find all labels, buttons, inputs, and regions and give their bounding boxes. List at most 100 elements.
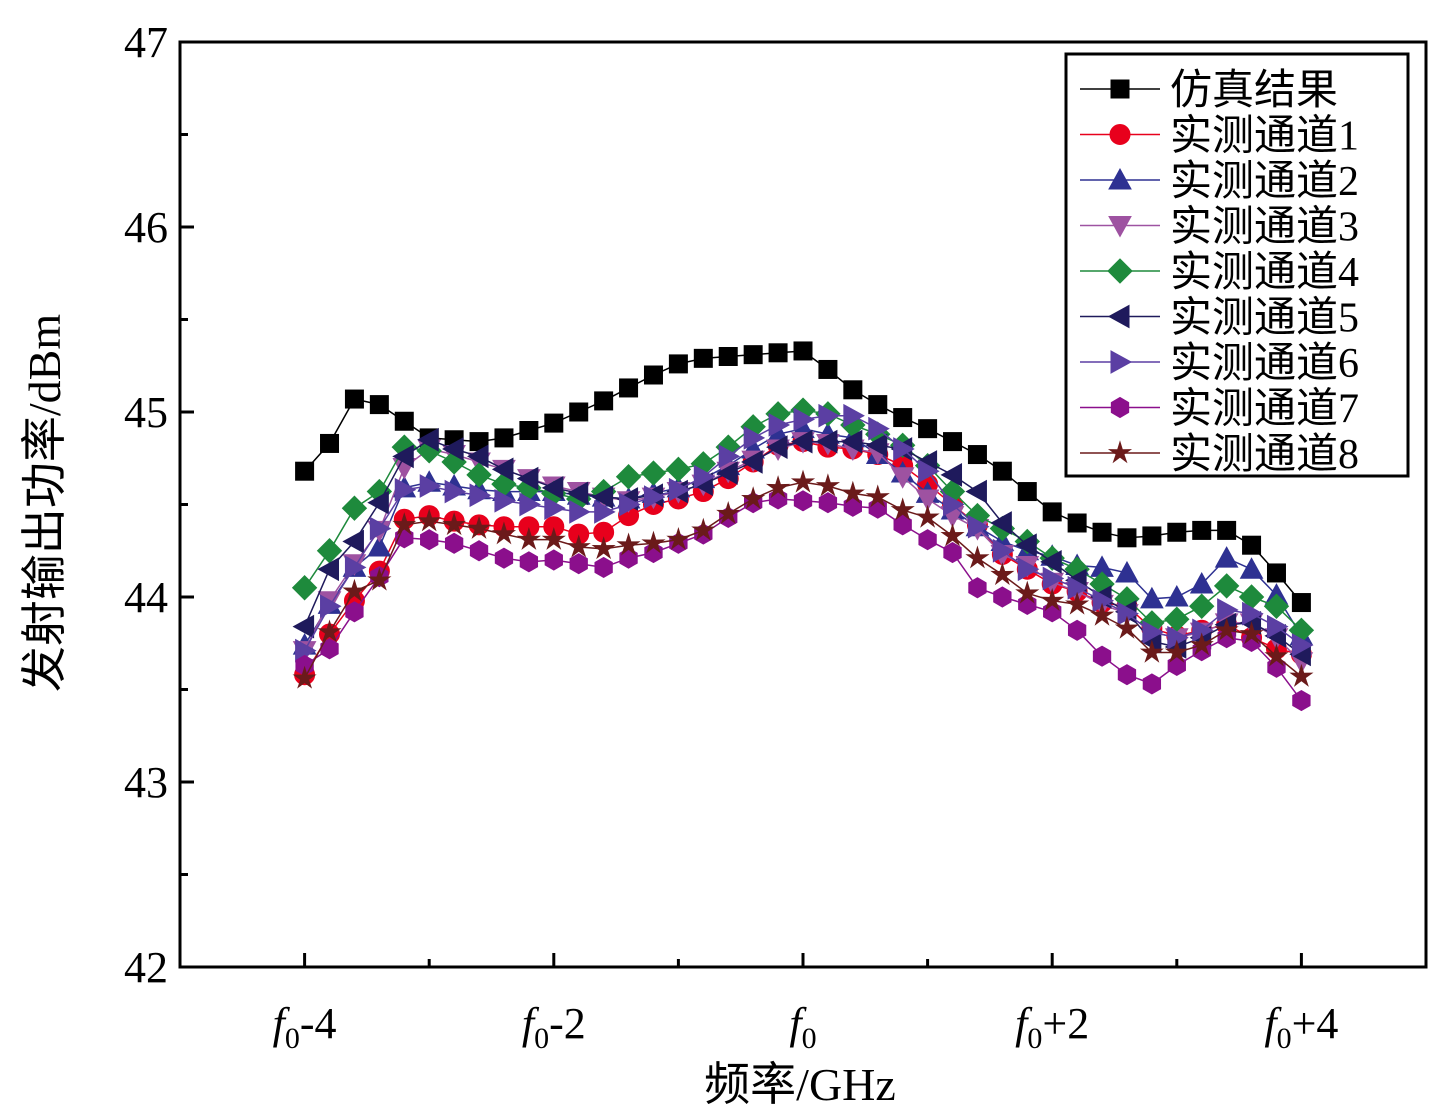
- data-point: [1067, 513, 1087, 533]
- data-point: [1242, 601, 1264, 626]
- data-point: [918, 459, 940, 484]
- data-point: [1167, 522, 1187, 542]
- data-point: [320, 433, 340, 453]
- legend-marker: [1110, 350, 1133, 374]
- data-point: [591, 485, 614, 509]
- data-point: [392, 444, 414, 469]
- data-point: [643, 485, 666, 509]
- data-point: [1214, 546, 1239, 568]
- data-point: [1217, 598, 1239, 622]
- data-point: [641, 530, 666, 554]
- data-point: [444, 479, 467, 504]
- legend-marker: [1107, 304, 1130, 329]
- data-point: [693, 348, 713, 368]
- data-point: [915, 504, 940, 528]
- data-point: [1263, 593, 1290, 619]
- data-point: [442, 437, 464, 461]
- data-point: [665, 456, 692, 483]
- data-point: [967, 445, 987, 465]
- data-point: [295, 461, 315, 481]
- data-point: [345, 601, 364, 623]
- data-point: [491, 457, 514, 482]
- data-point: [741, 450, 763, 474]
- data-point: [569, 500, 591, 524]
- data-point: [616, 532, 641, 556]
- data-point: [716, 461, 738, 485]
- data-point: [815, 473, 840, 497]
- data-point: [1142, 526, 1162, 546]
- data-point: [640, 460, 667, 486]
- data-point: [541, 526, 566, 550]
- y-tick-label: 45: [124, 388, 168, 437]
- data-point: [569, 553, 588, 575]
- data-point: [419, 474, 442, 498]
- data-point: [619, 547, 638, 569]
- data-point: [1266, 614, 1289, 639]
- legend-marker: [1107, 440, 1133, 464]
- data-point: [469, 483, 492, 508]
- data-point: [342, 578, 367, 602]
- data-point: [943, 492, 965, 517]
- series-group: [295, 403, 1314, 663]
- data-point: [1067, 619, 1087, 641]
- data-point: [1114, 615, 1140, 639]
- data-point: [320, 594, 342, 619]
- data-point: [918, 419, 938, 439]
- data-point: [519, 492, 541, 517]
- data-point: [968, 577, 987, 599]
- data-point: [718, 347, 738, 366]
- data-point: [768, 413, 791, 437]
- data-point: [541, 476, 564, 500]
- data-point: [417, 508, 442, 532]
- y-axis-title: 发射输出功率/dBm: [19, 314, 70, 692]
- data-point: [1214, 617, 1239, 641]
- data-point: [1164, 639, 1189, 663]
- data-point: [868, 416, 890, 441]
- data-point: [1192, 520, 1212, 540]
- legend: 仿真结果实测通道1实测通道2实测通道3实测通道4实测通道5实测通道6实测通道7实…: [1064, 52, 1410, 478]
- data-point: [1139, 639, 1164, 663]
- data-point: [1189, 572, 1214, 594]
- data-point: [1239, 557, 1264, 579]
- legend-label: 实测通道6: [1170, 340, 1359, 387]
- legend-items: 仿真结果实测通道1实测通道2实测通道3实测通道4实测通道5实测通道6实测通道7实…: [1080, 68, 1359, 478]
- data-point: [1040, 550, 1062, 574]
- data-point: [868, 395, 888, 415]
- data-point: [367, 567, 392, 591]
- x-tick-label: f0-4: [273, 999, 337, 1055]
- data-point: [965, 479, 987, 504]
- data-point: [317, 619, 342, 643]
- data-point: [1067, 575, 1090, 600]
- data-point: [940, 463, 963, 487]
- x-tick-label: f0-2: [522, 999, 586, 1055]
- data-point: [320, 638, 339, 660]
- data-point: [1292, 690, 1311, 712]
- legend-label: 实测通道1: [1170, 113, 1359, 160]
- data-point: [1092, 522, 1112, 542]
- data-point: [1015, 533, 1037, 558]
- legend-label: 实测通道7: [1170, 386, 1359, 433]
- data-point: [594, 500, 616, 524]
- data-point: [594, 391, 614, 411]
- legend-marker: [1110, 79, 1130, 99]
- y-tick-label: 43: [124, 758, 168, 807]
- data-point: [342, 529, 364, 554]
- data-point: [643, 365, 663, 385]
- y-tick-label: 42: [124, 943, 168, 992]
- data-point: [1042, 566, 1065, 591]
- data-point: [691, 517, 716, 541]
- data-point: [992, 461, 1012, 481]
- data-point: [1142, 673, 1162, 695]
- data-point: [1264, 643, 1289, 667]
- data-point: [1115, 560, 1139, 583]
- data-point: [818, 492, 838, 514]
- data-point: [793, 407, 816, 432]
- data-point: [544, 496, 566, 521]
- data-point: [668, 477, 691, 502]
- data-point: [494, 488, 516, 513]
- data-point: [1015, 580, 1040, 604]
- data-point: [566, 481, 589, 506]
- data-point: [865, 484, 890, 508]
- data-point: [743, 345, 763, 365]
